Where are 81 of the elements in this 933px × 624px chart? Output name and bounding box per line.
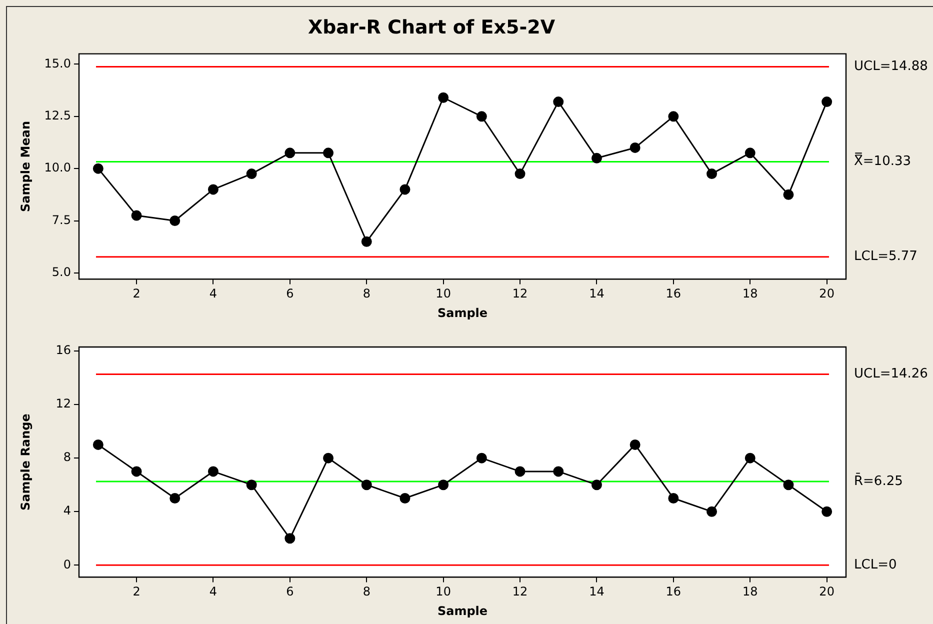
point: [400, 184, 410, 195]
point: [630, 439, 640, 450]
point: [323, 148, 334, 158]
x-tick-label: 2: [132, 286, 140, 301]
x-tick-label: 4: [209, 584, 218, 599]
x-tick-label: 18: [742, 584, 758, 599]
point: [706, 168, 718, 180]
point: [438, 92, 449, 103]
x-tick-label: 12: [512, 286, 528, 301]
point: [783, 189, 794, 200]
x-tick-label: 20: [819, 584, 834, 599]
x-tick-label: 8: [362, 286, 370, 301]
x-tick-label: 18: [742, 286, 758, 301]
point: [514, 168, 526, 180]
point: [208, 184, 218, 195]
x-tick-label: 16: [666, 286, 682, 301]
ref-line-label: UCL=14.88: [854, 59, 928, 74]
point: [400, 492, 410, 504]
x-tick-label: 2: [132, 584, 140, 599]
point: [246, 480, 257, 490]
y-tick-label: 12.5: [44, 108, 71, 123]
point: [284, 533, 296, 544]
point: [668, 111, 679, 122]
y-axis-title: Sample Mean: [18, 121, 32, 212]
point: [361, 236, 372, 247]
ref-line-label: R̄=6.25: [854, 472, 903, 489]
y-axis-title: Sample Range: [18, 414, 32, 511]
point: [476, 452, 487, 464]
point: [591, 480, 602, 490]
point: [553, 466, 564, 477]
ref-line-label: UCL=14.26: [854, 366, 928, 382]
x-tick-label: 10: [436, 286, 451, 301]
y-tick-label: 15.0: [44, 56, 71, 70]
point: [92, 439, 104, 450]
x-tick-label: 8: [362, 584, 370, 599]
point: [514, 466, 526, 477]
point: [630, 142, 640, 153]
x-tick-label: 12: [512, 584, 528, 599]
point: [170, 492, 180, 504]
x-tick-label: 16: [666, 584, 682, 599]
point: [284, 148, 296, 158]
x-tick-label: 14: [589, 286, 604, 301]
y-tick-label: 5.0: [52, 265, 71, 280]
point: [131, 466, 142, 477]
x-tick-label: 6: [286, 584, 294, 599]
chart-title: Xbar-R Chart of Ex5-2V: [308, 16, 556, 38]
point: [246, 168, 257, 180]
y-tick-label: 10.0: [44, 160, 71, 175]
ref-line-label: LCL=0: [854, 558, 897, 573]
y-tick-label: 7.5: [52, 212, 71, 227]
point: [706, 506, 718, 517]
point: [822, 506, 832, 517]
point: [170, 216, 180, 226]
x-tick-label: 4: [209, 286, 218, 301]
point: [591, 152, 602, 164]
x-tick-label: 20: [819, 286, 834, 301]
y-tick-label: 0: [63, 557, 71, 572]
x-tick-label: 14: [589, 584, 604, 599]
point: [553, 96, 564, 108]
point: [668, 492, 679, 504]
point: [744, 452, 756, 464]
point: [476, 111, 487, 122]
point: [323, 452, 334, 464]
ref-line-label: LCL=5.77: [854, 249, 918, 264]
y-tick-label: 4: [63, 504, 71, 518]
ref-line-label: X̿=10.33: [854, 152, 912, 170]
point: [131, 210, 142, 221]
point: [92, 163, 104, 174]
x-tick-label: 10: [436, 584, 451, 599]
x-tick-label: 6: [286, 286, 294, 301]
point: [438, 480, 449, 490]
x-axis-title: Sample: [437, 306, 488, 320]
y-tick-label: 8: [63, 450, 71, 464]
point: [361, 480, 372, 490]
point: [744, 148, 756, 158]
point: [783, 480, 794, 490]
x-axis-title: Sample: [437, 604, 488, 618]
y-tick-label: 16: [56, 343, 71, 358]
y-tick-label: 12: [56, 396, 71, 411]
point: [822, 96, 832, 108]
point: [208, 466, 218, 477]
